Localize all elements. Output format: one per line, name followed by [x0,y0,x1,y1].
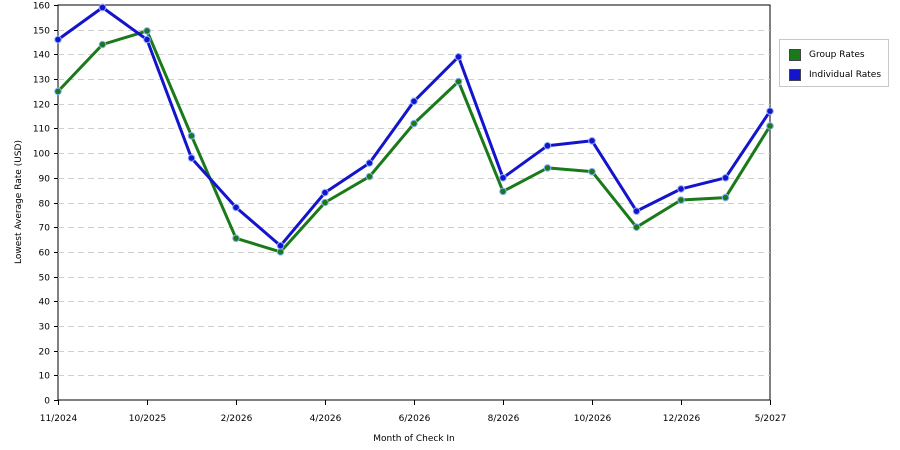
x-tick-label-3: 4/2026 [310,414,342,424]
y-tick-label-150: 150 [33,27,50,37]
y-tick-label-20: 20 [39,348,51,358]
data-point-group-rates [276,248,285,256]
grid-layer [57,4,771,401]
data-point-individual-rates [276,241,285,250]
data-point-individual-rates [499,174,507,182]
data-point-group-rates [632,223,641,231]
data-point-group-rates [677,196,685,204]
y-tick-label-10: 10 [39,372,51,382]
data-point-individual-rates [187,154,196,162]
data-point-individual-rates [632,207,641,215]
legend-swatch-group-rates [789,49,801,61]
data-point-group-rates [365,172,374,181]
data-point-individual-rates [98,3,107,12]
data-point-individual-rates [543,141,552,150]
data-point-individual-rates [365,159,374,167]
data-point-group-rates [499,187,507,196]
y-tick-label-0: 0 [44,397,50,407]
data-point-group-rates [187,132,196,140]
y-tick-label-110: 110 [33,125,50,135]
data-point-individual-rates [766,107,774,115]
x-tick-label-8: 5/2027 [755,414,787,424]
plot-frame [57,4,771,401]
y-tick-label-160: 160 [33,2,50,12]
data-point-individual-rates [454,53,463,61]
legend-label-individual-rates: Individual Rates [809,70,882,80]
x-tick-label-2: 2/2026 [221,414,253,424]
y-tick-label-140: 140 [33,51,50,61]
data-point-group-rates [588,167,596,176]
y-tick-label-70: 70 [39,224,51,234]
legend-item-group-rates: Group Rates [789,48,865,62]
y-tick-label-30: 30 [39,323,51,333]
data-point-individual-rates [588,136,596,145]
data-point-group-rates [232,234,240,243]
data-point-individual-rates [143,35,151,44]
data-point-individual-rates [721,174,730,182]
data-point-group-rates [143,27,151,35]
y-tick-label-50: 50 [39,274,51,284]
legend-label-group-rates: Group Rates [809,50,865,60]
y-tick-label-130: 130 [33,76,50,86]
x-tick-label-6: 10/2026 [574,414,612,424]
data-point-group-rates [543,164,552,172]
x-tick-label-5: 8/2026 [488,414,520,424]
y-tick-label-80: 80 [39,200,51,210]
data-point-individual-rates [677,185,685,193]
data-point-individual-rates [410,97,418,106]
data-point-group-rates [321,198,329,207]
data-point-group-rates [766,122,774,130]
y-tick-label-40: 40 [39,298,51,308]
axis-layer: 0 10 20 30 40 50 60 70 80 90 100 110 120 130 140 150 160… [33,2,787,425]
legend: Group Rates Individual Rates [779,39,889,87]
data-point-group-rates [410,119,418,128]
data-point-individual-rates [232,203,240,212]
y-tick-label-100: 100 [33,150,50,160]
x-tick-label-7: 12/2026 [663,414,701,424]
x-axis-title: Month of Check In [373,434,455,444]
y-tick-label-60: 60 [39,249,51,259]
data-point-group-rates [721,193,730,202]
data-point-individual-rates [54,35,62,44]
x-tick-label-4: 6/2026 [399,414,431,424]
data-point-group-rates [98,40,107,49]
label-layer: Month of Check In Lowest Average Rate (U… [14,140,455,444]
y-axis-title: Lowest Average Rate (USD) [14,140,24,264]
data-point-group-rates [54,87,62,96]
x-tick-label-1: 10/2025 [129,414,166,424]
data-point-group-rates [454,77,463,86]
y-tick-label-120: 120 [33,101,50,111]
x-tick-label-0: 11/2024 [40,414,78,424]
legend-swatch-individual-rates [789,69,801,81]
series-layer [54,3,774,256]
data-point-individual-rates [321,188,329,197]
y-tick-label-90: 90 [39,175,51,185]
legend-item-individual-rates: Individual Rates [789,68,881,82]
